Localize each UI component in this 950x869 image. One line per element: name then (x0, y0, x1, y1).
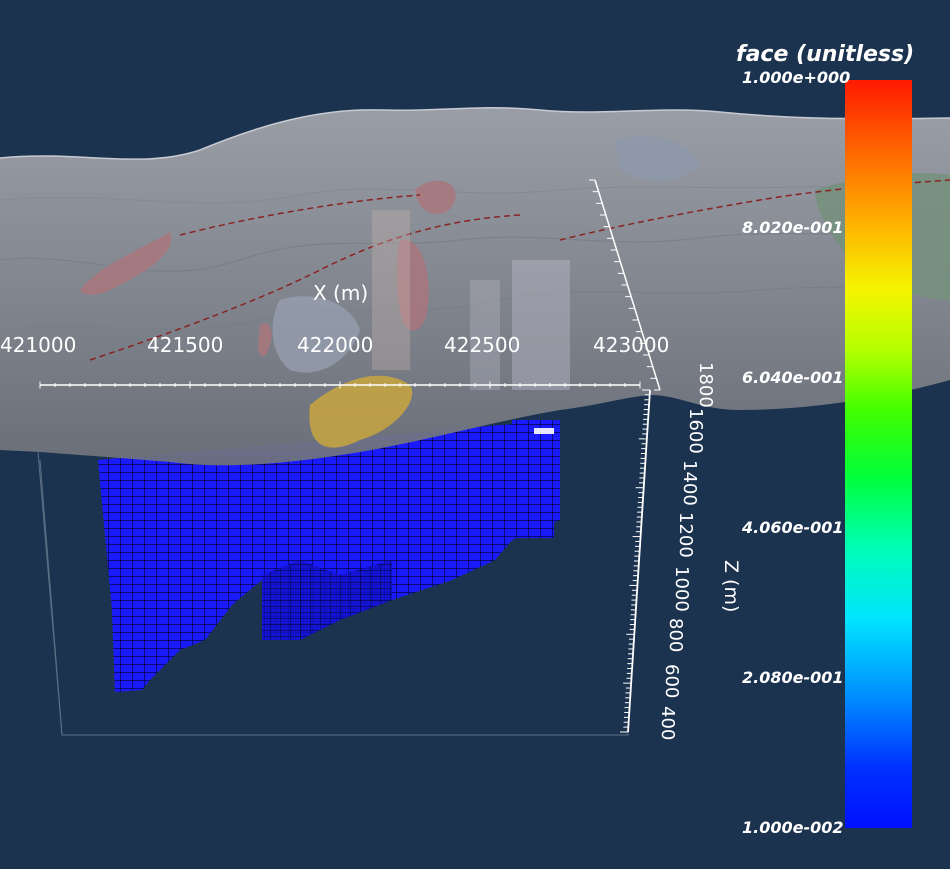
colorbar-title: face (unitless) (736, 42, 915, 67)
z-tick-label: 1400 (679, 460, 700, 506)
z-axis-title: Z (m) (720, 560, 742, 613)
block-model (98, 420, 560, 692)
x-axis-ruler (39, 381, 641, 389)
x-tick-label: 421500 (147, 333, 224, 357)
x-tick-label: 423000 (593, 333, 670, 357)
x-axis-title: X (m) (313, 281, 369, 305)
colorbar-tick-label: 4.060e-001 (742, 518, 844, 537)
x-tick-label: 421000 (0, 333, 77, 357)
colorbar-tick-label: 8.020e-001 (742, 218, 844, 237)
colorbar-tick-label: 2.080e-001 (742, 668, 844, 687)
x-tick-label: 422000 (297, 333, 374, 357)
z-axis-ruler (589, 179, 661, 733)
z-tick-label: 1600 (685, 408, 706, 454)
z-tick-label: 1000 (671, 566, 692, 612)
z-tick-label: 1200 (675, 512, 696, 558)
colorbar-tick-label: 1.000e-002 (742, 818, 844, 837)
colorbar-gradient (845, 80, 912, 828)
colorbar-tick-label: 1.000e+000 (742, 68, 851, 87)
z-tick-label: 400 (657, 706, 678, 741)
z-tick-label: 600 (661, 664, 682, 699)
z-tick-label: 800 (665, 618, 686, 653)
colorbar-tick-label: 6.040e-001 (742, 368, 844, 387)
z-tick-label: 1800 (695, 362, 716, 408)
terrain-surface (0, 106, 950, 466)
x-tick-label: 422500 (444, 333, 521, 357)
